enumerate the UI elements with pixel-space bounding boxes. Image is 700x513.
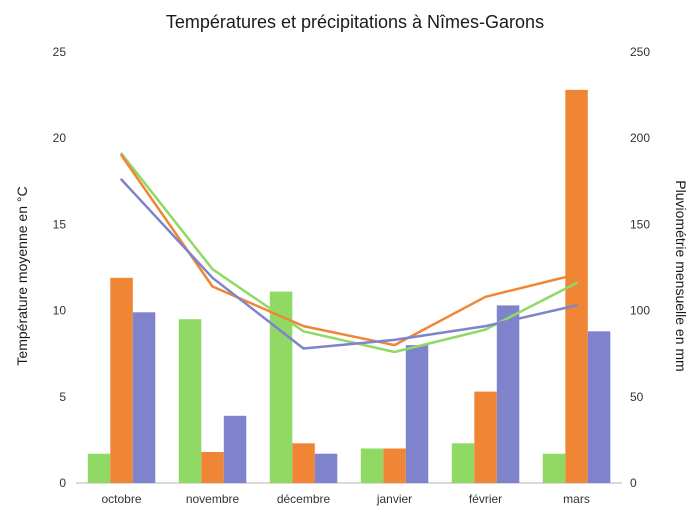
lines-layer: [120, 152, 578, 354]
y-tick-label-right: 250: [630, 45, 650, 59]
bar-2-novembre: [201, 452, 224, 483]
y-tick-label-right: 0: [630, 476, 637, 490]
y-tick-label-left: 15: [53, 217, 67, 231]
bar-1-novembre: [178, 319, 202, 483]
x-ticks: octobre novembre décembre janvier février mar…: [101, 492, 589, 506]
x-tick-label-février: février: [469, 492, 502, 506]
bar-1-décembre: [269, 291, 293, 483]
bar-2-mars: [565, 89, 588, 484]
y-tick-label-left: 10: [53, 304, 67, 318]
bar-1-octobre: [87, 453, 111, 483]
x-tick-label-décembre: décembre: [277, 492, 331, 506]
y-tick-label-right: 100: [630, 304, 650, 318]
bars-layer: [87, 89, 611, 484]
chart-title: Températures et précipitations à Nîmes-G…: [166, 12, 544, 32]
bar-1-mars: [542, 453, 566, 483]
y-tick-label-left: 25: [53, 45, 67, 59]
bar-3-janvier: [405, 345, 429, 483]
x-tick-label-octobre: octobre: [101, 492, 141, 506]
line-series-2: [120, 154, 578, 347]
y-ticks-left: 0 5 10 15 20 25: [53, 45, 67, 490]
y-tick-label-left: 20: [53, 131, 67, 145]
bar-2-février: [474, 391, 497, 483]
y-axis-label-left: Température moyenne en °C: [14, 186, 30, 365]
bar-3-novembre: [223, 415, 247, 483]
bar-2-janvier: [383, 448, 406, 483]
bar-3-décembre: [314, 453, 338, 483]
x-tick-label-mars: mars: [563, 492, 590, 506]
y-tick-label-left: 0: [59, 476, 66, 490]
line-series-3: [120, 178, 578, 350]
x-tick-label-novembre: novembre: [186, 492, 240, 506]
y-axis-label-right: Pluviométrie mensuelle en mm: [673, 180, 689, 371]
y-tick-label-right: 150: [630, 217, 650, 231]
bar-3-février: [496, 305, 520, 483]
y-tick-label-right: 200: [630, 131, 650, 145]
y-tick-label-right: 50: [630, 390, 644, 404]
bar-3-mars: [587, 331, 611, 483]
bar-1-janvier: [360, 448, 384, 483]
bar-3-octobre: [132, 312, 156, 483]
y-tick-label-left: 5: [59, 390, 66, 404]
bar-2-décembre: [292, 443, 315, 483]
y-ticks-right: 0 50 100 150 200 250: [630, 45, 650, 490]
x-tick-label-janvier: janvier: [376, 492, 412, 506]
bar-2-octobre: [110, 277, 133, 483]
bar-1-février: [451, 443, 475, 483]
